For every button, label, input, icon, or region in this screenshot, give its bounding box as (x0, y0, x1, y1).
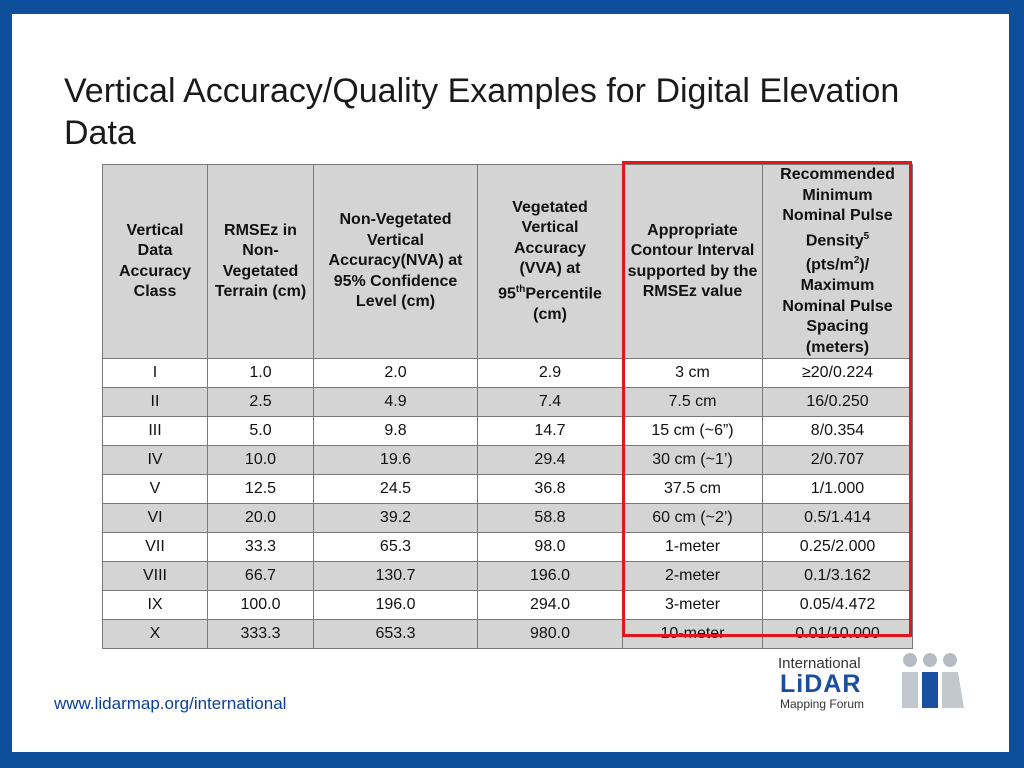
header-rmsez: RMSEz in Non-Vegetated Terrain (cm) (207, 163, 314, 360)
cell-pulse: 0.5/1.414 (762, 503, 913, 534)
cell-rmsez: 100.0 (207, 590, 314, 621)
header-contour-interval: Appropriate Contour Interval supported b… (622, 163, 763, 360)
cell-class: X (102, 619, 208, 650)
table-row: II 2.5 4.9 7.4 7.5 cm 16/0.250 (102, 387, 913, 418)
header-nva: Non-Vegetated Vertical Accuracy(NVA) at … (313, 163, 478, 360)
cell-pulse: 0.1/3.162 (762, 561, 913, 592)
cell-class: III (102, 416, 208, 447)
cell-vva: 36.8 (477, 474, 623, 505)
table-row: VII 33.3 65.3 98.0 1-meter 0.25/2.000 (102, 532, 913, 563)
cell-rmsez: 2.5 (207, 387, 314, 418)
cell-pulse: ≥20/0.224 (762, 358, 913, 389)
header-vva: Vegetated Vertical Accuracy (VVA) at 95thPer… (477, 163, 623, 360)
cell-vva: 7.4 (477, 387, 623, 418)
cell-rmsez: 66.7 (207, 561, 314, 592)
cell-rmsez: 5.0 (207, 416, 314, 447)
cell-rmsez: 333.3 (207, 619, 314, 650)
cell-class: VIII (102, 561, 208, 592)
cell-contour: 3-meter (622, 590, 763, 621)
cell-rmsez: 33.3 (207, 532, 314, 563)
cell-vva: 294.0 (477, 590, 623, 621)
cell-rmsez: 20.0 (207, 503, 314, 534)
cell-pulse: 0.01/10.000 (762, 619, 913, 650)
table-row: V 12.5 24.5 36.8 37.5 cm 1/1.000 (102, 474, 913, 505)
cell-vva: 29.4 (477, 445, 623, 476)
website-link[interactable]: www.lidarmap.org/international (54, 694, 287, 713)
cell-vva: 14.7 (477, 416, 623, 447)
cell-contour: 10-meter (622, 619, 763, 650)
cell-class: II (102, 387, 208, 418)
cell-rmsez: 1.0 (207, 358, 314, 389)
table-row: IX 100.0 196.0 294.0 3-meter 0.05/4.472 (102, 590, 913, 621)
cell-pulse: 16/0.250 (762, 387, 913, 418)
cell-nva: 65.3 (313, 532, 478, 563)
table-row: X 333.3 653.3 980.0 10-meter 0.01/10.000 (102, 619, 913, 650)
slide-title: Vertical Accuracy/Quality Examples for D… (64, 72, 900, 152)
logo-line-international: International (778, 655, 861, 672)
table-header-row: Vertical Data Accuracy Class RMSEz in No… (102, 163, 913, 360)
cell-contour: 7.5 cm (622, 387, 763, 418)
people-logo-icon (902, 653, 964, 708)
cell-contour: 1-meter (622, 532, 763, 563)
cell-contour: 3 cm (622, 358, 763, 389)
table-row: III 5.0 9.8 14.7 15 cm (~6”) 8/0.354 (102, 416, 913, 447)
cell-contour: 37.5 cm (622, 474, 763, 505)
cell-class: I (102, 358, 208, 389)
cell-nva: 196.0 (313, 590, 478, 621)
table-row: VIII 66.7 130.7 196.0 2-meter 0.1/3.162 (102, 561, 913, 592)
cell-contour: 2-meter (622, 561, 763, 592)
cell-class: V (102, 474, 208, 505)
header-accuracy-class: Vertical Data Accuracy Class (102, 163, 208, 360)
cell-nva: 39.2 (313, 503, 478, 534)
cell-class: IV (102, 445, 208, 476)
cell-nva: 4.9 (313, 387, 478, 418)
slide: Vertical Accuracy/Quality Examples for D… (12, 14, 1009, 752)
cell-nva: 19.6 (313, 445, 478, 476)
cell-nva: 2.0 (313, 358, 478, 389)
cell-nva: 130.7 (313, 561, 478, 592)
cell-vva: 98.0 (477, 532, 623, 563)
cell-class: VII (102, 532, 208, 563)
cell-vva: 980.0 (477, 619, 623, 650)
cell-contour: 15 cm (~6”) (622, 416, 763, 447)
cell-pulse: 0.05/4.472 (762, 590, 913, 621)
cell-nva: 653.3 (313, 619, 478, 650)
cell-contour: 30 cm (~1’) (622, 445, 763, 476)
cell-pulse: 0.25/2.000 (762, 532, 913, 563)
cell-rmsez: 10.0 (207, 445, 314, 476)
table-row: VI 20.0 39.2 58.8 60 cm (~2’) 0.5/1.414 (102, 503, 913, 534)
logo-line-mapping-forum: Mapping Forum (780, 697, 865, 711)
table-row: IV 10.0 19.6 29.4 30 cm (~1’) 2/0.707 (102, 445, 913, 476)
cell-vva: 196.0 (477, 561, 623, 592)
cell-pulse: 1/1.000 (762, 474, 913, 505)
lidar-logo: International LiDAR Mapping Forum (778, 650, 978, 711)
logo-line-lidar: LiDAR (780, 670, 862, 698)
cell-nva: 24.5 (313, 474, 478, 505)
header-pulse-density: Recommended Minimum Nominal Pulse Density5(… (762, 163, 913, 360)
cell-nva: 9.8 (313, 416, 478, 447)
cell-class: VI (102, 503, 208, 534)
cell-pulse: 8/0.354 (762, 416, 913, 447)
cell-class: IX (102, 590, 208, 621)
cell-pulse: 2/0.707 (762, 445, 913, 476)
cell-contour: 60 cm (~2’) (622, 503, 763, 534)
cell-vva: 58.8 (477, 503, 623, 534)
accuracy-table: Vertical Data Accuracy Class RMSEz in No… (102, 163, 913, 650)
cell-vva: 2.9 (477, 358, 623, 389)
cell-rmsez: 12.5 (207, 474, 314, 505)
table-row: I 1.0 2.0 2.9 3 cm ≥20/0.224 (102, 358, 913, 389)
